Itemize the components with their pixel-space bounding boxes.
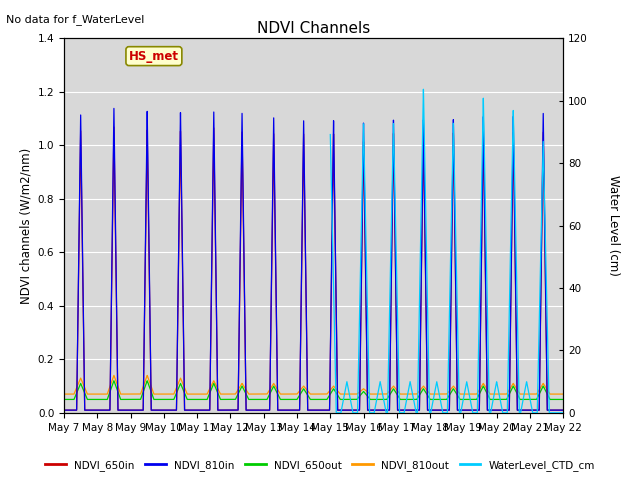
Legend: NDVI_650in, NDVI_810in, NDVI_650out, NDVI_810out, WaterLevel_CTD_cm: NDVI_650in, NDVI_810in, NDVI_650out, NDV… [41, 456, 599, 475]
Y-axis label: NDVI channels (W/m2/nm): NDVI channels (W/m2/nm) [19, 147, 32, 304]
Title: NDVI Channels: NDVI Channels [257, 21, 370, 36]
Text: No data for f_WaterLevel: No data for f_WaterLevel [6, 14, 145, 25]
Text: HS_met: HS_met [129, 49, 179, 62]
Y-axis label: Water Level (cm): Water Level (cm) [607, 175, 620, 276]
